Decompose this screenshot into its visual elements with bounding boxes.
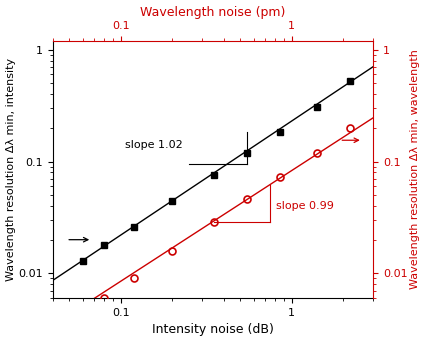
Text: slope 0.99: slope 0.99 xyxy=(276,201,334,211)
X-axis label: Intensity noise (dB): Intensity noise (dB) xyxy=(152,324,274,337)
Y-axis label: Wavelength resolution Δλ min, wavelength: Wavelength resolution Δλ min, wavelength xyxy=(410,50,420,289)
Text: slope 1.02: slope 1.02 xyxy=(125,141,183,150)
X-axis label: Wavelength noise (pm): Wavelength noise (pm) xyxy=(140,5,286,18)
Y-axis label: Wavelength resolution Δλ min, intensity: Wavelength resolution Δλ min, intensity xyxy=(6,58,16,281)
